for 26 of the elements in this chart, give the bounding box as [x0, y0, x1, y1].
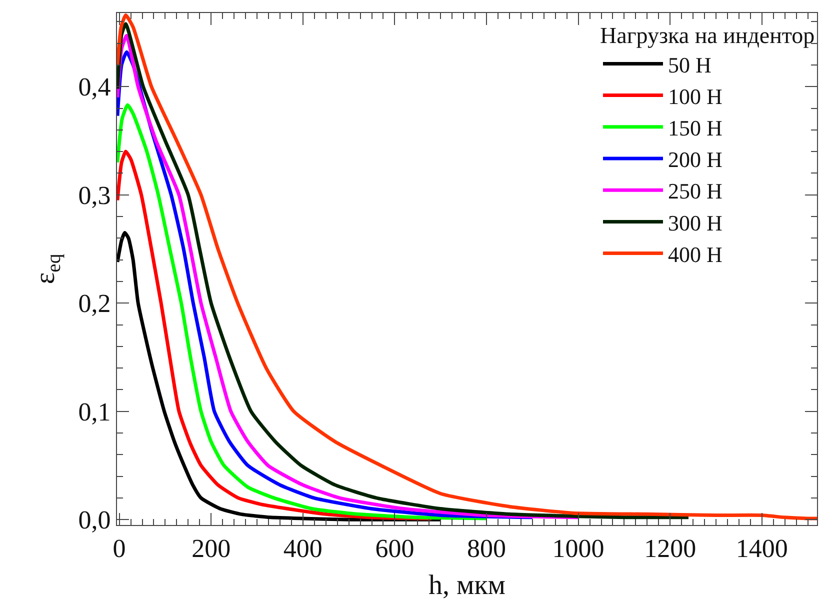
x-tick-label: 1400: [736, 534, 788, 564]
y-tick-label: 0,1: [78, 397, 111, 426]
legend-label: 400 Н: [668, 242, 722, 267]
legend-title: Нагрузка на индентор: [600, 22, 815, 48]
x-tick-label: 0: [112, 534, 126, 564]
legend-label: 150 Н: [668, 115, 722, 140]
y-tick-label: 0,4: [78, 72, 111, 102]
x-axis-title: h, мкм: [428, 570, 506, 601]
y-tick-label: 0,0: [78, 506, 111, 535]
x-tick-label: 200: [192, 534, 231, 564]
x-tick-label: 600: [375, 534, 414, 564]
legend-label: 200 Н: [668, 147, 722, 172]
y-tick-label: 0,2: [78, 289, 111, 318]
x-tick-label: 400: [283, 534, 322, 564]
x-tick-label: 1200: [644, 534, 696, 564]
legend-label: 100 Н: [668, 84, 722, 109]
legend-label: 300 Н: [668, 210, 722, 236]
legend-label: 50 Н: [668, 52, 712, 78]
x-tick-label: 1000: [552, 534, 604, 564]
line-series: [117, 103, 488, 520]
x-tick-label: 800: [467, 534, 506, 564]
legend-label: 250 Н: [668, 178, 722, 204]
y-tick-label: 0,3: [78, 180, 111, 210]
line-series: [117, 230, 442, 522]
line-series: [117, 13, 817, 520]
line-series: [117, 150, 434, 520]
